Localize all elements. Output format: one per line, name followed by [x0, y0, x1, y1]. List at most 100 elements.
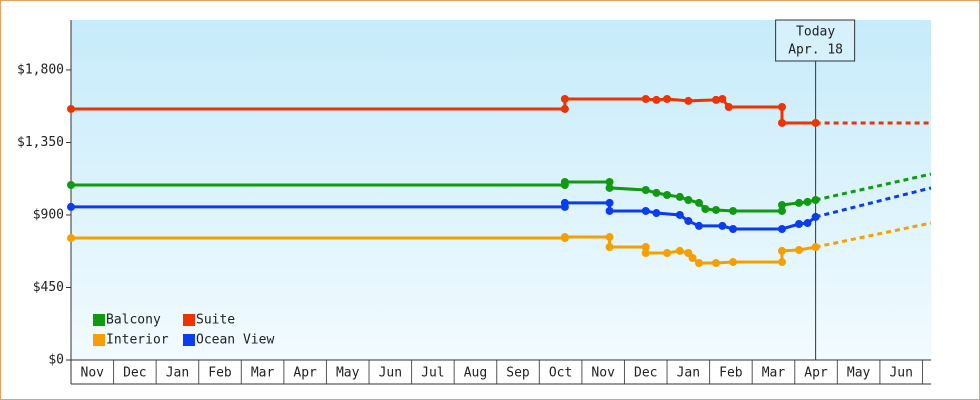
x-tick-label: Jun: [889, 366, 912, 381]
legend-label: Ocean View: [196, 333, 274, 348]
point: [777, 224, 786, 233]
point: [67, 181, 75, 190]
y-tick-label: $450: [33, 280, 64, 295]
x-tick-label: Jan: [677, 366, 700, 381]
point: [605, 177, 614, 186]
today-label: Today: [796, 25, 835, 40]
point: [675, 246, 684, 255]
x-tick-label: Aug: [464, 366, 487, 381]
point: [663, 249, 672, 258]
point: [652, 188, 661, 197]
point: [777, 246, 786, 255]
y-tick-label: $0: [48, 353, 64, 368]
forecast-line: [815, 221, 932, 249]
point: [718, 94, 727, 103]
x-tick-label: Feb: [719, 366, 743, 381]
point: [605, 243, 614, 252]
point: [729, 206, 738, 215]
x-tick-label: May: [847, 366, 871, 381]
point: [729, 258, 738, 267]
point: [724, 103, 733, 112]
point: [701, 205, 710, 214]
point: [684, 195, 693, 204]
x-tick-label: Mar: [251, 366, 275, 381]
forecast-line: [815, 186, 932, 219]
x-tick-label: Feb: [208, 366, 232, 381]
legend-label: Interior: [106, 333, 169, 348]
point: [777, 206, 786, 215]
point: [605, 233, 614, 242]
point: [718, 221, 727, 230]
point: [663, 94, 672, 103]
point: [811, 195, 820, 204]
x-tick-label: Apr: [804, 366, 828, 381]
point: [795, 220, 804, 228]
point: [641, 186, 650, 194]
point: [684, 96, 693, 105]
point: [684, 216, 693, 225]
legend-swatch: [183, 314, 195, 326]
point: [729, 224, 738, 233]
point: [803, 219, 812, 228]
point: [67, 202, 75, 211]
point: [641, 249, 650, 258]
point: [652, 95, 661, 104]
point: [712, 95, 720, 104]
point: [663, 190, 672, 199]
legend-swatch: [93, 314, 105, 326]
point: [811, 118, 820, 127]
x-tick-label: Mar: [762, 366, 786, 381]
point: [694, 221, 703, 230]
point: [67, 234, 75, 243]
point: [675, 192, 684, 201]
x-tick-label: Nov: [81, 366, 105, 381]
point: [803, 197, 812, 206]
point: [811, 212, 820, 221]
point: [675, 210, 684, 219]
y-tick-label: $900: [33, 207, 64, 222]
point: [777, 118, 786, 127]
x-tick-label: Sep: [506, 366, 530, 381]
y-tick-label: $1,800: [17, 62, 64, 77]
y-tick-label: $1,350: [17, 135, 64, 150]
legend-label: Suite: [196, 313, 235, 328]
legend-label: Balcony: [106, 313, 161, 328]
point: [560, 104, 569, 113]
point: [560, 233, 569, 242]
point: [688, 254, 697, 262]
forecast-line: [815, 172, 932, 202]
point: [641, 94, 650, 103]
legend-swatch: [93, 334, 105, 346]
point: [777, 103, 786, 112]
point: [811, 243, 820, 252]
point: [560, 177, 569, 186]
point: [605, 206, 614, 215]
point: [777, 258, 786, 267]
today-label: Apr. 18: [788, 43, 843, 58]
x-tick-label: Jan: [166, 366, 189, 381]
point: [777, 200, 786, 209]
x-tick-label: Jul: [421, 366, 444, 381]
point: [694, 198, 703, 207]
point: [641, 243, 650, 252]
point: [67, 104, 75, 113]
point: [652, 209, 661, 218]
x-tick-label: Dec: [634, 366, 657, 381]
point: [795, 245, 804, 254]
point: [560, 94, 569, 103]
point: [641, 206, 650, 215]
point: [795, 198, 804, 207]
point: [605, 183, 614, 192]
plot-area: [71, 20, 931, 360]
x-tick-label: May: [336, 366, 360, 381]
point: [605, 198, 614, 207]
x-tick-label: Nov: [591, 366, 615, 381]
series-line: [71, 201, 817, 231]
point: [712, 258, 720, 267]
x-tick-label: Jun: [379, 366, 402, 381]
point: [712, 205, 720, 214]
x-tick-label: Dec: [123, 366, 146, 381]
today-box: [775, 19, 856, 62]
point: [694, 258, 703, 267]
